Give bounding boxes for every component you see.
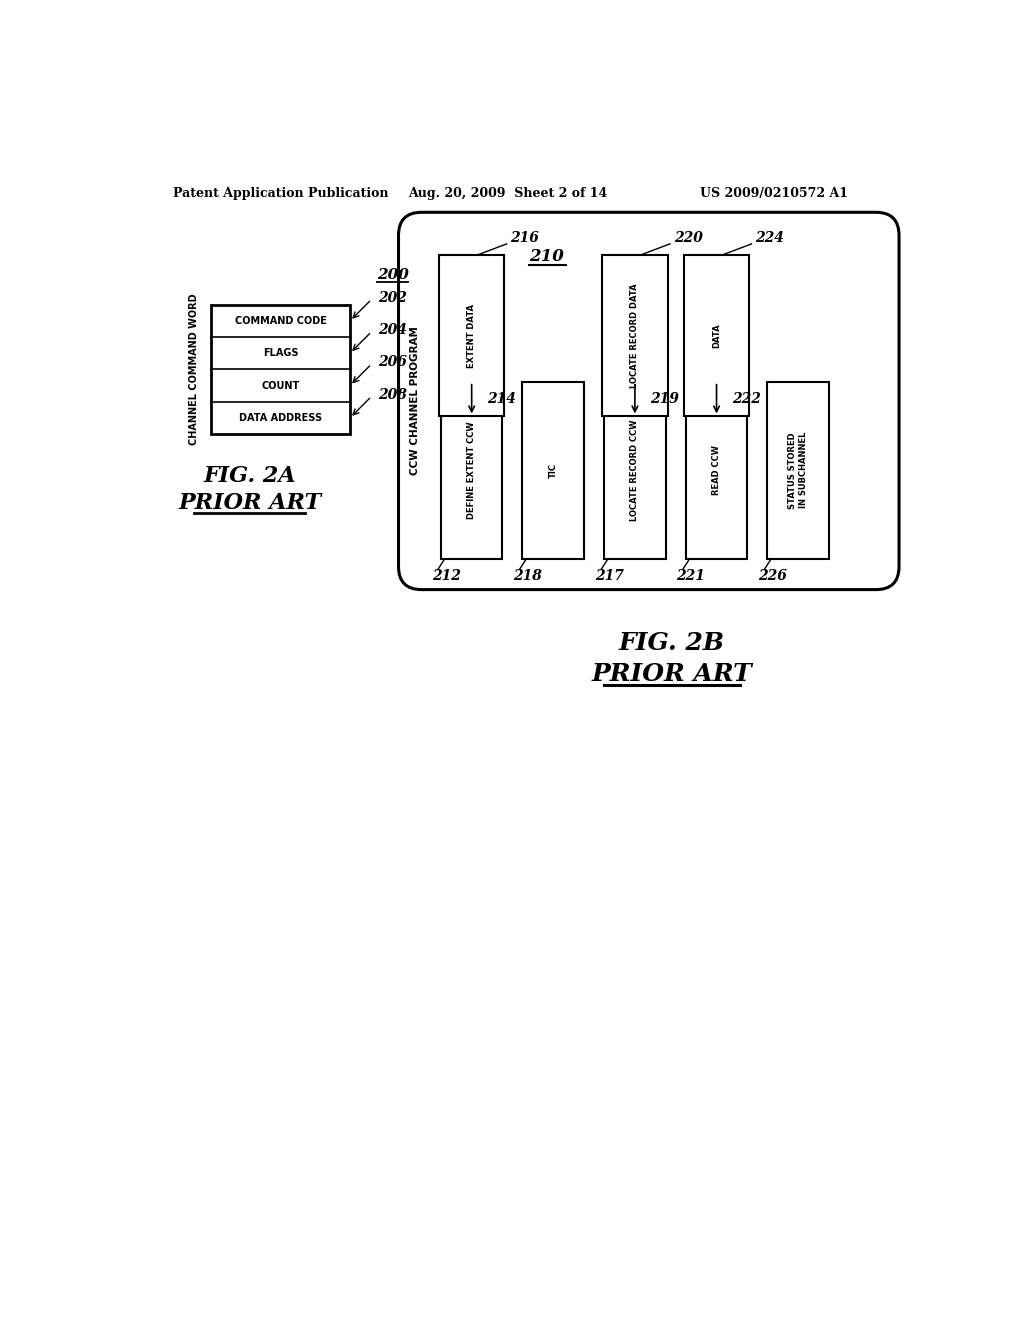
Text: DATA: DATA xyxy=(712,323,721,347)
Text: 206: 206 xyxy=(378,355,407,370)
Bar xyxy=(441,381,503,558)
Text: 222: 222 xyxy=(732,392,761,407)
Text: FIG. 2B: FIG. 2B xyxy=(618,631,725,656)
Text: FIG. 2A: FIG. 2A xyxy=(204,466,296,487)
Text: READ CCW: READ CCW xyxy=(712,445,721,495)
Bar xyxy=(604,381,666,558)
Text: 218: 218 xyxy=(513,569,542,582)
Text: COMMAND CODE: COMMAND CODE xyxy=(234,315,327,326)
Text: LOCATE RECORD CCW: LOCATE RECORD CCW xyxy=(631,420,639,521)
FancyBboxPatch shape xyxy=(398,213,899,590)
Text: FLAGS: FLAGS xyxy=(263,348,298,358)
Bar xyxy=(211,305,350,434)
Text: 208: 208 xyxy=(378,388,407,401)
Text: 221: 221 xyxy=(677,569,706,582)
Text: 202: 202 xyxy=(378,290,407,305)
Text: TIC: TIC xyxy=(549,463,558,478)
Text: LOCATE RECORD DATA: LOCATE RECORD DATA xyxy=(631,284,639,388)
Bar xyxy=(522,381,584,558)
Text: 226: 226 xyxy=(758,569,787,582)
Text: DATA ADDRESS: DATA ADDRESS xyxy=(240,413,323,422)
Text: 224: 224 xyxy=(756,231,784,244)
Text: STATUS STORED
IN SUBCHANNEL: STATUS STORED IN SUBCHANNEL xyxy=(788,432,808,508)
Text: 212: 212 xyxy=(432,569,461,582)
Text: 220: 220 xyxy=(674,231,702,244)
Text: US 2009/0210572 A1: US 2009/0210572 A1 xyxy=(700,186,848,199)
Text: PRIOR ART: PRIOR ART xyxy=(178,492,322,515)
Text: CCW CHANNEL PROGRAM: CCW CHANNEL PROGRAM xyxy=(411,326,421,475)
Text: 214: 214 xyxy=(487,392,516,407)
Text: CHANNEL COMMAND WORD: CHANNEL COMMAND WORD xyxy=(189,293,200,445)
Text: EXTENT DATA: EXTENT DATA xyxy=(467,304,476,367)
Bar xyxy=(684,255,750,416)
Bar xyxy=(686,381,748,558)
Text: DEFINE EXTENT CCW: DEFINE EXTENT CCW xyxy=(467,421,476,519)
Text: 204: 204 xyxy=(378,323,407,337)
Bar xyxy=(767,381,829,558)
Text: PRIOR ART: PRIOR ART xyxy=(592,663,753,686)
Text: COUNT: COUNT xyxy=(261,380,300,391)
Bar xyxy=(439,255,505,416)
Text: Patent Application Publication: Patent Application Publication xyxy=(173,186,388,199)
Text: Aug. 20, 2009  Sheet 2 of 14: Aug. 20, 2009 Sheet 2 of 14 xyxy=(408,186,607,199)
Text: 219: 219 xyxy=(650,392,679,407)
Text: 210: 210 xyxy=(529,248,564,265)
Text: 217: 217 xyxy=(595,569,624,582)
Text: 216: 216 xyxy=(511,231,540,244)
Bar xyxy=(602,255,668,416)
Text: 200: 200 xyxy=(377,268,409,282)
